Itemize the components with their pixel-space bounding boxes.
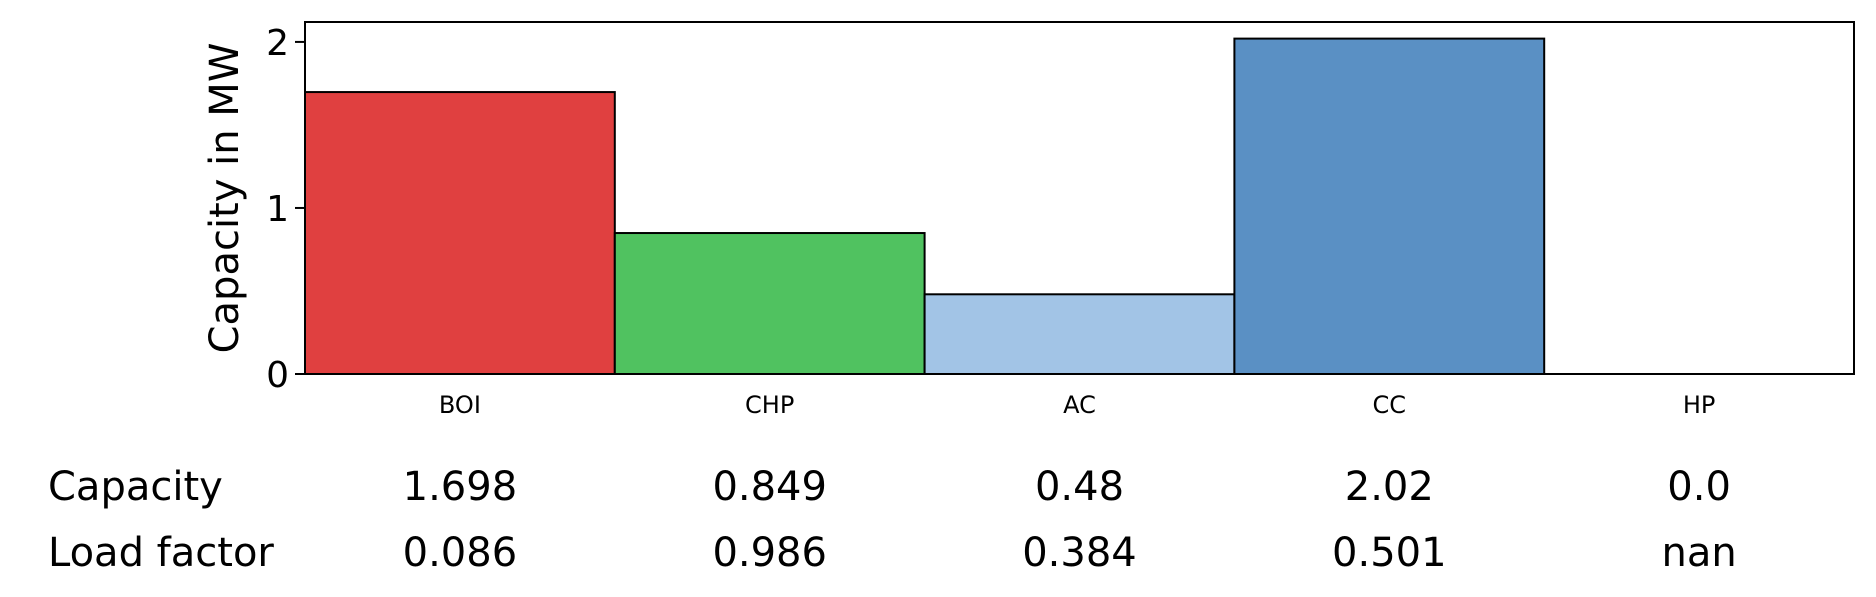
table-cell: 0.849 bbox=[712, 464, 827, 510]
table-cell: 2.02 bbox=[1345, 464, 1434, 510]
x-tick-label-cc: CC bbox=[1373, 391, 1407, 419]
table-cell: 0.086 bbox=[403, 530, 518, 576]
table-cell: 0.501 bbox=[1332, 530, 1447, 576]
y-axis: 0 1 2 bbox=[266, 23, 305, 396]
y-axis-label: Capacity in MW bbox=[202, 43, 248, 354]
table-cell: nan bbox=[1661, 530, 1736, 576]
table-row-label: Load factor bbox=[48, 530, 274, 576]
x-tick-label-hp: HP bbox=[1683, 391, 1716, 419]
table-cell: 0.0 bbox=[1667, 464, 1731, 510]
plot-frame bbox=[304, 21, 1855, 375]
bar-chp bbox=[613, 232, 926, 375]
x-tick-label-boi: BOI bbox=[439, 391, 481, 419]
x-tick-label-chp: CHP bbox=[745, 391, 794, 419]
y-tick-label: 0 bbox=[266, 355, 289, 396]
table-cell: 0.384 bbox=[1022, 530, 1137, 576]
x-axis: BOI CHP AC CC HP bbox=[439, 391, 1715, 419]
table-cell: 0.986 bbox=[712, 530, 827, 576]
table-cell: 1.698 bbox=[403, 464, 518, 510]
x-tick-label-ac: AC bbox=[1063, 391, 1096, 419]
table-row-label: Capacity bbox=[48, 464, 223, 510]
y-tick-label: 1 bbox=[266, 189, 289, 230]
bar-ac bbox=[923, 293, 1236, 375]
bar-cc bbox=[1233, 37, 1546, 376]
bar-boi bbox=[304, 91, 616, 375]
data-table: Capacity 1.698 0.849 0.48 2.02 0.0 Load factor… bbox=[48, 464, 1737, 576]
table-cell: 0.48 bbox=[1035, 464, 1124, 510]
y-tick-label: 2 bbox=[266, 23, 289, 64]
bars-layer bbox=[304, 37, 1546, 376]
